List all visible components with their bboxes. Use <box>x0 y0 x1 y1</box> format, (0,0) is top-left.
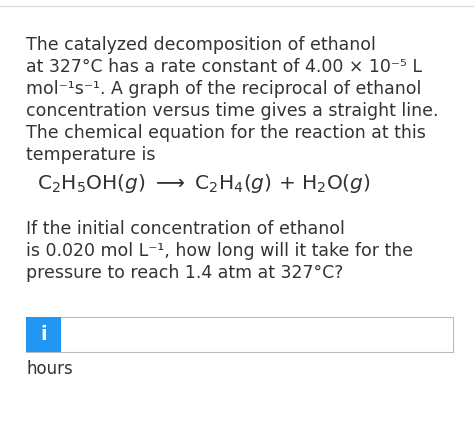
Text: mol⁻¹s⁻¹. A graph of the reciprocal of ethanol: mol⁻¹s⁻¹. A graph of the reciprocal of e… <box>26 81 421 99</box>
Bar <box>26 317 61 352</box>
Text: The catalyzed decomposition of ethanol: The catalyzed decomposition of ethanol <box>26 36 376 54</box>
Text: hours: hours <box>26 360 73 378</box>
Text: The chemical equation for the reaction at this: The chemical equation for the reaction a… <box>26 124 426 142</box>
Text: at 327°C has a rate constant of 4.00 × 10⁻⁵ L: at 327°C has a rate constant of 4.00 × 1… <box>26 58 422 76</box>
Text: temperature is: temperature is <box>26 146 155 164</box>
Bar <box>26 317 453 352</box>
Text: concentration versus time gives a straight line.: concentration versus time gives a straig… <box>26 103 438 121</box>
Text: pressure to reach 1.4 atm at 327°C?: pressure to reach 1.4 atm at 327°C? <box>26 264 344 282</box>
Text: If the initial concentration of ethanol: If the initial concentration of ethanol <box>26 220 345 238</box>
Text: $\mathrm{C_2H_5OH}(\mathit{g})$ $\longrightarrow$ $\mathrm{C_2H_4}(\mathit{g})$ : $\mathrm{C_2H_5OH}(\mathit{g})$ $\longri… <box>37 172 371 195</box>
Text: i: i <box>40 325 47 344</box>
Text: is 0.020 mol L⁻¹, how long will it take for the: is 0.020 mol L⁻¹, how long will it take … <box>26 242 413 260</box>
